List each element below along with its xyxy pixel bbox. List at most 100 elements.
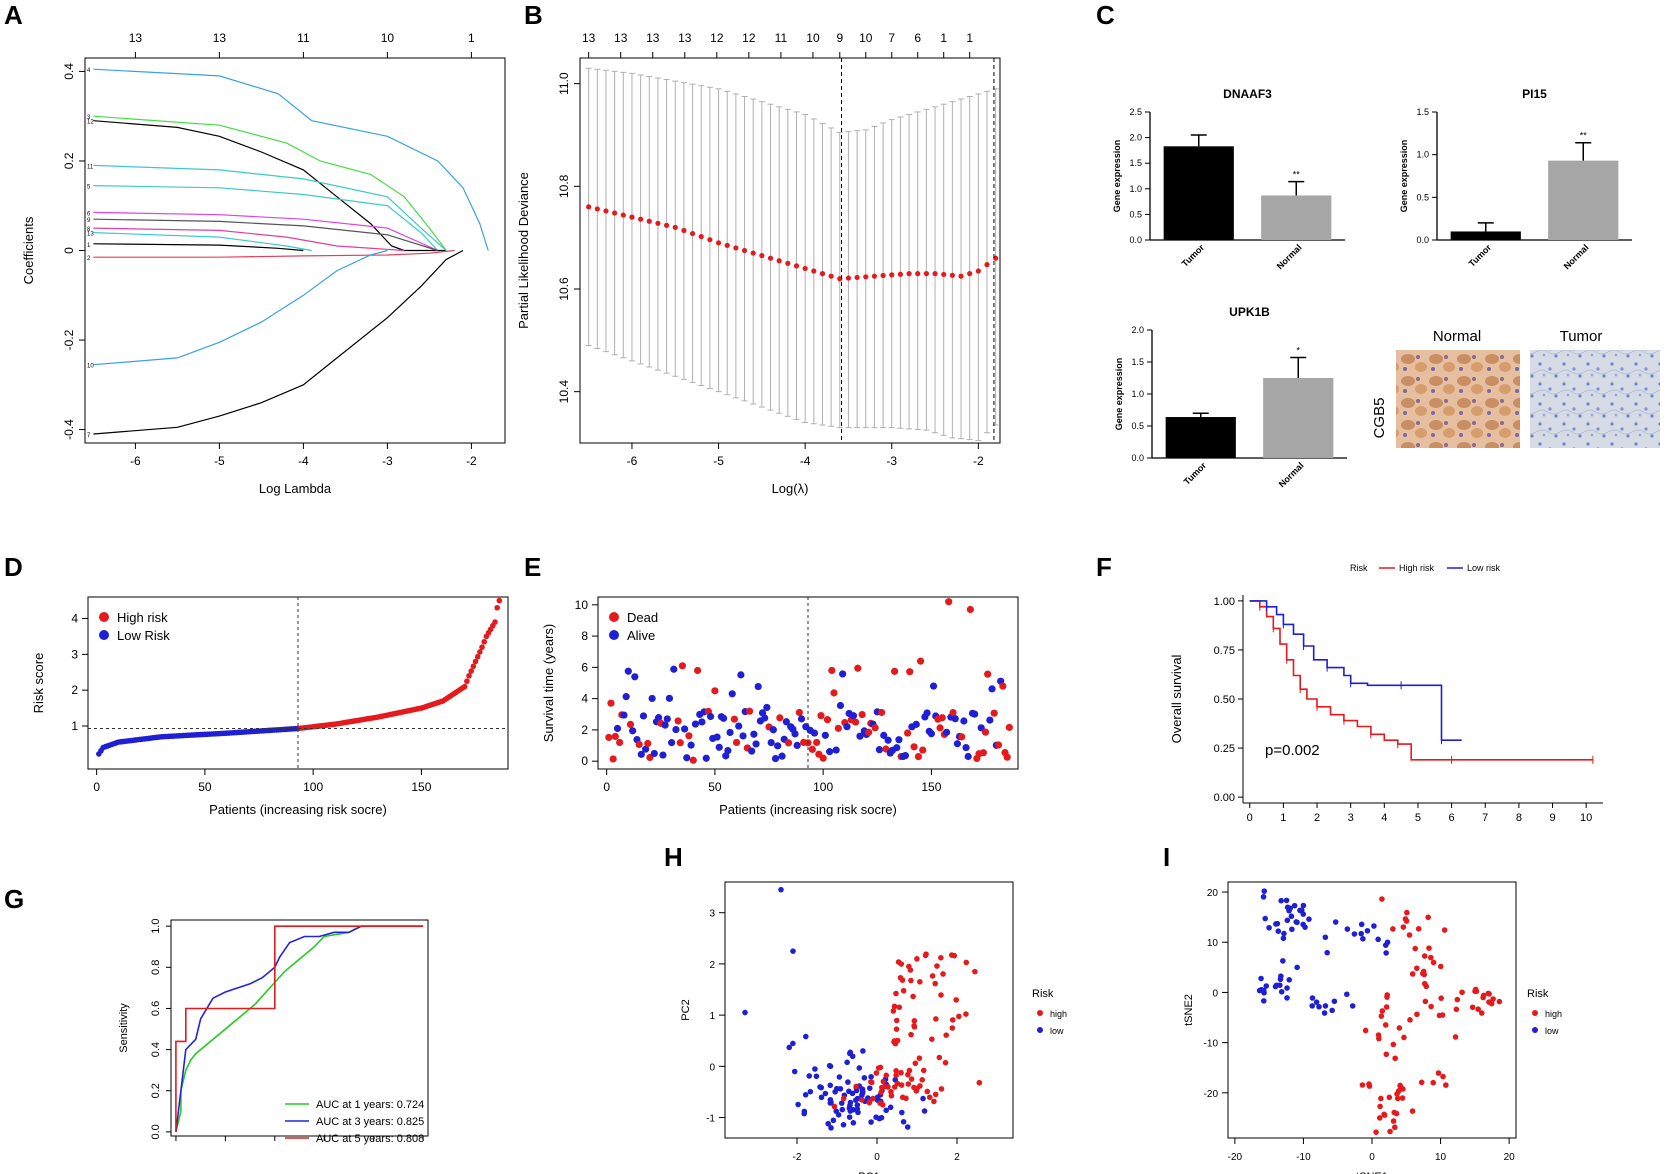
- x-tick-label: 0: [1247, 812, 1253, 824]
- survival-point: [979, 749, 987, 757]
- survival-point: [680, 725, 689, 733]
- tsne-point-high: [1480, 992, 1487, 999]
- deviance-point: [819, 271, 826, 277]
- pca-point-low: [803, 1033, 809, 1040]
- deviance-point: [811, 268, 817, 274]
- survival-point: [659, 751, 667, 759]
- x-tick-label: 0: [1369, 1152, 1375, 1163]
- coef-line-8: [93, 227, 405, 252]
- chart-c3-upk1b: UPK1B 0.0 0.5 1.0 1.5 2.0 Gene expression Tumor…: [1114, 305, 1347, 489]
- tsne-point-high: [1406, 932, 1413, 938]
- tsne-point-high: [1496, 998, 1503, 1005]
- pca-point-high: [938, 954, 944, 961]
- tsne-point-high: [1452, 1034, 1459, 1040]
- survival-point: [893, 744, 901, 752]
- tsne-point-low: [1309, 995, 1316, 1001]
- x-tick-label: 7: [1482, 812, 1488, 824]
- pca-point-high: [878, 1089, 884, 1095]
- deviance-point: [612, 210, 618, 216]
- y-tick-label: 0.6: [150, 1001, 162, 1016]
- deviance-point: [759, 253, 765, 259]
- risk-point: [470, 663, 477, 670]
- survival-point: [769, 726, 777, 734]
- tsne-point-low: [1291, 902, 1298, 909]
- survival-point: [637, 750, 645, 758]
- y-tick-label: 3: [71, 647, 78, 661]
- y-tick-label: 2.0: [1131, 325, 1144, 335]
- tsne-point-low: [1278, 988, 1285, 995]
- pca-point-low: [795, 1101, 801, 1108]
- top-tick-label: 13: [678, 31, 692, 45]
- coef-line-4: [93, 68, 489, 251]
- pca-point-high: [893, 1026, 900, 1032]
- tsne-point-low: [1273, 921, 1279, 927]
- deviance-point: [594, 206, 600, 212]
- tsne-point-high: [1440, 1073, 1446, 1080]
- survival-point: [808, 745, 816, 753]
- survival-point: [966, 605, 974, 614]
- tsne-point-high: [1401, 1034, 1407, 1041]
- x-tick-label: -10: [1296, 1152, 1311, 1163]
- tsne-point-high: [1399, 1095, 1406, 1101]
- pca-point-low: [854, 1102, 861, 1108]
- pca-point-high: [896, 1004, 903, 1011]
- pca-point-high: [873, 1070, 880, 1076]
- survival-point: [730, 715, 738, 723]
- risk-point: [481, 638, 487, 645]
- x-tick-label: 4: [1381, 812, 1387, 824]
- deviance-point: [915, 271, 921, 277]
- survival-point: [938, 714, 946, 722]
- tsne-point-low: [1384, 939, 1391, 946]
- tsne-point-low: [1294, 964, 1300, 971]
- coef-line-9: [93, 218, 438, 252]
- x-tick-label: 2: [1314, 812, 1320, 824]
- coef-line-label: 12: [87, 120, 94, 126]
- survival-point: [1003, 753, 1011, 761]
- legend-title: Risk: [1527, 988, 1549, 1000]
- survival-point: [906, 668, 914, 676]
- risk-point: [474, 653, 481, 660]
- tsne-point-high: [1421, 953, 1428, 959]
- risk-point: [477, 649, 483, 655]
- risk-point: [472, 658, 479, 665]
- pca-point-high: [929, 973, 936, 979]
- pca-point-low: [778, 886, 784, 893]
- y-tick-label: 20: [1207, 888, 1219, 899]
- tsne-point-high: [1469, 1004, 1476, 1011]
- x-tick-label: -4: [298, 454, 309, 468]
- x-tick-label: Tumor: [1182, 460, 1209, 487]
- y-tick-label: 2: [71, 683, 78, 697]
- tsne-point-high: [1381, 1112, 1388, 1118]
- deviance-point: [863, 274, 869, 280]
- pca-point-low: [899, 1109, 905, 1116]
- deviance-point: [949, 272, 955, 278]
- y-tick-label: 11.0: [557, 72, 571, 95]
- survival-point: [737, 671, 745, 679]
- pca-point-high: [893, 1072, 899, 1079]
- pca-point-low: [832, 1088, 838, 1095]
- tsne-point-high: [1400, 1086, 1406, 1092]
- survival-point: [964, 752, 972, 761]
- pca-point-high: [926, 1094, 933, 1101]
- survival-point: [620, 711, 628, 719]
- pca-point-high: [908, 977, 914, 984]
- pca-point-low: [846, 1050, 853, 1057]
- y-tick-label: 2.5: [1129, 107, 1142, 117]
- pca-point-high: [880, 1078, 887, 1085]
- deviance-point: [923, 271, 929, 277]
- survival-point: [687, 741, 695, 749]
- survival-point: [810, 729, 819, 737]
- significance-mark: *: [1296, 346, 1300, 356]
- survival-point: [609, 755, 617, 763]
- x-tick-label: 1: [1280, 812, 1286, 824]
- bar-normal: [1548, 160, 1619, 240]
- tsne-point-high: [1441, 927, 1448, 933]
- tsne-point-high: [1403, 918, 1410, 924]
- pca-point-high: [898, 1069, 904, 1076]
- pca-point-low: [846, 1088, 852, 1095]
- tsne-point-low: [1364, 927, 1371, 934]
- y-tick-label: 3: [709, 909, 715, 920]
- y-tick-label: 1: [709, 1011, 715, 1022]
- y-tick-label: 6: [581, 660, 588, 674]
- x-tick-label: -4: [800, 454, 811, 468]
